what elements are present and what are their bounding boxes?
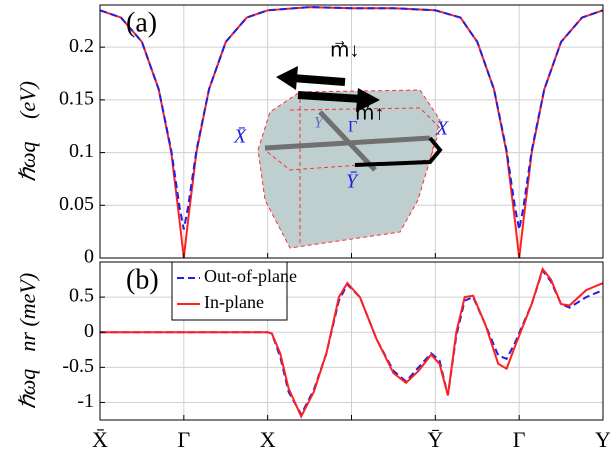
arrow: [297, 91, 363, 103]
x-tick-label: X̄: [92, 427, 108, 452]
y-tick-label: -0.5: [62, 355, 94, 377]
y-tick-label: 0.05: [59, 193, 94, 215]
y-axis-label: ℏωq⃗nr (meV): [15, 273, 40, 409]
panel-label: (b): [126, 264, 159, 295]
path-line: [318, 110, 377, 172]
y-tick-label: 0.1: [69, 140, 94, 162]
y-tick-label: -1: [77, 390, 94, 412]
series-line: [100, 266, 604, 419]
y-tick-label: 0.15: [59, 87, 94, 109]
path-line: [354, 136, 443, 167]
inset-label: X̄: [233, 126, 247, 148]
inset-label: Y: [314, 115, 325, 132]
legend-label: Out-of-plane: [204, 266, 297, 286]
y-tick-label: 0: [84, 320, 94, 342]
inset: m⃗↓ m⃗↑ X̄ X Ȳ Y Γ: [233, 40, 449, 249]
legend-label: In-plane: [204, 292, 264, 312]
legend-box: [171, 261, 288, 321]
y-tick-label: 0: [84, 246, 94, 268]
panel-label: (a): [126, 7, 157, 38]
y-tick-label: 0.5: [69, 285, 94, 307]
x-tick-label: Γ: [177, 427, 190, 452]
inset-label: Ȳ: [346, 171, 359, 193]
x-tick-label: X: [260, 427, 276, 452]
series-line: [99, 6, 604, 230]
x-tick-label: Γ: [513, 427, 526, 452]
y-axis-label: ℏωq⃗ (eV): [15, 81, 40, 182]
arrow-head: [356, 88, 380, 112]
inset-label: m⃗↓: [330, 40, 359, 62]
arrow: [291, 74, 346, 86]
inset-label: m⃗↑: [355, 103, 384, 125]
arrow-head: [276, 66, 298, 90]
x-tick-label: Y: [595, 427, 610, 452]
x-tick-label: Ȳ: [427, 427, 443, 452]
inset-label: X: [435, 118, 449, 140]
y-tick-label: 0.2: [69, 35, 94, 57]
inset-label: Γ: [348, 119, 357, 136]
